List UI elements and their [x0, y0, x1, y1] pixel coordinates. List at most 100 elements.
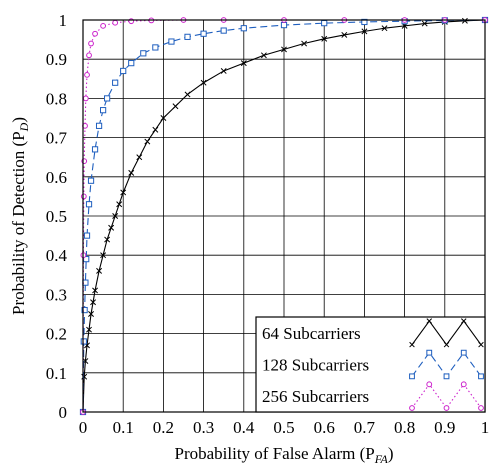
legend: 64 Subcarriers 128 Subcarriers 256 Subcarr…: [255, 316, 486, 413]
data-point-marker: [112, 19, 119, 26]
x-tick-label: 0.3: [193, 418, 214, 437]
data-point-marker: [409, 373, 415, 380]
data-point-marker: [220, 27, 227, 34]
y-tick-label: 0.6: [46, 168, 67, 187]
data-point-marker: [144, 138, 151, 145]
legend-label: 256 Subcarriers: [262, 387, 369, 406]
data-point-marker: [95, 122, 103, 129]
legend-label: 128 Subcarriers: [262, 356, 369, 375]
data-point-marker: [88, 40, 94, 47]
y-tick-labels: 0 0.1 0.2 0.3 0.4 0.5 0.6 0.7 0.8 0.9 1: [46, 11, 68, 422]
data-point-marker: [200, 79, 207, 86]
data-point-marker: [140, 50, 147, 57]
data-point-marker: [92, 30, 98, 37]
legend-box: [255, 316, 486, 413]
data-point-marker: [460, 381, 467, 388]
data-point-marker: [341, 31, 348, 38]
data-point-marker: [321, 35, 328, 42]
data-point-marker: [91, 146, 99, 153]
data-point-marker: [240, 25, 247, 32]
data-point-marker: [478, 405, 484, 411]
data-point-marker: [116, 201, 123, 208]
data-point-marker: [260, 52, 267, 59]
data-point-marker: [200, 30, 207, 37]
data-point-marker: [96, 267, 103, 274]
data-point-marker: [409, 405, 415, 411]
data-point-marker: [184, 33, 191, 40]
data-point-marker: [88, 311, 94, 317]
data-point-marker: [100, 107, 107, 114]
data-point-marker: [426, 349, 433, 356]
data-point-marker: [409, 341, 415, 348]
x-tick-label: 0.7: [354, 418, 376, 437]
y-tick-label: 0.4: [46, 246, 68, 265]
data-point-marker: [112, 213, 119, 219]
x-tick-label: 1: [481, 418, 490, 437]
data-point-marker: [421, 20, 428, 27]
data-point-marker: [361, 18, 368, 26]
data-point-marker: [82, 95, 89, 102]
data-point-marker: [100, 252, 107, 259]
data-point-marker: [361, 28, 368, 35]
data-point-marker: [80, 193, 87, 200]
data-point-marker: [240, 60, 247, 67]
x-tick-label: 0.1: [113, 418, 134, 437]
y-tick-label: 0.3: [46, 285, 67, 304]
x-tick-label: 0.2: [153, 418, 174, 437]
y-tick-label: 0.5: [46, 207, 67, 226]
data-point-marker: [104, 95, 111, 102]
data-point-marker: [220, 68, 227, 74]
data-point-marker: [160, 115, 167, 121]
data-point-marker: [136, 154, 143, 161]
legend-label: 64 Subcarriers: [262, 324, 361, 343]
y-tick-label: 0.2: [46, 325, 67, 344]
data-point-marker: [90, 299, 97, 306]
data-point-marker: [426, 318, 433, 324]
x-tick-label: 0.4: [233, 418, 255, 437]
series-line: [82, 19, 486, 413]
data-point-marker: [83, 232, 91, 239]
data-point-marker: [460, 349, 467, 356]
data-point-marker: [112, 79, 119, 86]
data-point-marker: [120, 67, 127, 75]
data-point-marker: [108, 224, 115, 231]
data-point-marker: [80, 338, 87, 345]
data-point-marker: [443, 405, 450, 411]
data-point-marker: [86, 326, 92, 333]
y-tick-label: 0.7: [46, 129, 68, 148]
data-point-marker: [104, 236, 111, 243]
x-axis-label: Probability of False Alarm (PFA): [174, 444, 393, 466]
data-point-marker: [100, 22, 106, 29]
data-point-marker: [120, 189, 127, 196]
y-tick-label: 0.8: [46, 89, 67, 108]
x-tick-label: 0.8: [394, 418, 415, 437]
x-tick-label: 0.9: [434, 418, 455, 437]
data-point-marker: [128, 60, 135, 67]
data-point-marker: [81, 306, 88, 314]
data-point-marker: [478, 373, 484, 380]
data-point-marker: [172, 103, 179, 110]
series-64-subcarriers: [80, 17, 488, 415]
data-point-marker: [86, 52, 92, 59]
data-point-marker: [443, 341, 450, 348]
data-point-marker: [461, 17, 468, 24]
data-point-marker: [301, 40, 308, 47]
data-point-marker: [426, 381, 433, 388]
data-point-marker: [381, 25, 388, 32]
data-point-marker: [168, 38, 175, 45]
x-tick-labels: 0 0.1 0.2 0.3 0.4 0.5 0.6 0.7 0.8 0.9 1: [79, 418, 490, 437]
data-point-marker: [281, 46, 287, 53]
data-point-marker: [460, 318, 467, 324]
data-point-marker: [152, 44, 159, 51]
data-point-marker: [128, 169, 135, 176]
data-point-marker: [184, 91, 191, 98]
data-point-marker: [92, 287, 99, 294]
data-point-marker: [443, 373, 450, 380]
data-point-marker: [321, 20, 328, 27]
y-tick-label: 0: [59, 403, 68, 422]
y-tick-label: 1: [59, 11, 68, 30]
x-tick-label: 0.6: [314, 418, 335, 437]
y-tick-label: 0.9: [46, 50, 67, 69]
y-axis-label: Probability of Detection (PD): [9, 117, 31, 315]
